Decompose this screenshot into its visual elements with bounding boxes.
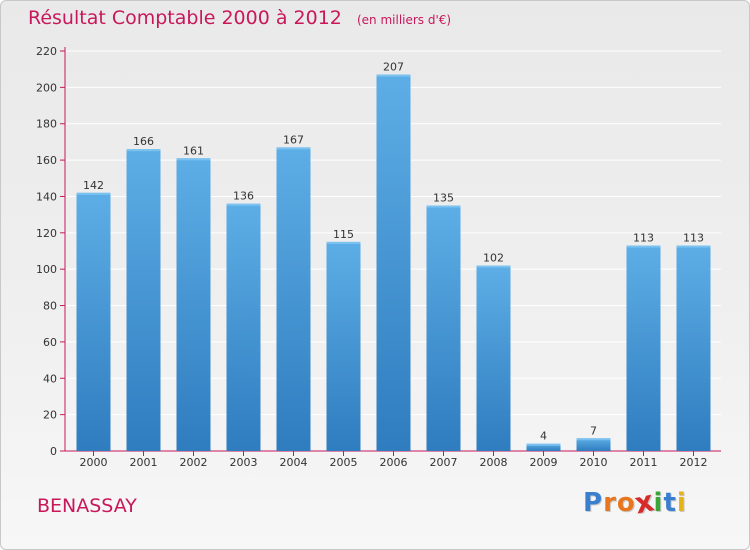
logo-letter: o (616, 488, 636, 518)
y-tick-label: 180 (36, 118, 57, 131)
logo-letter: r (603, 488, 617, 518)
bar-value-label: 115 (333, 228, 354, 241)
bar-highlight (176, 158, 211, 161)
logo-letter: P (583, 488, 604, 518)
y-tick-label: 120 (36, 227, 57, 240)
bar (626, 245, 661, 451)
bar-value-label: 4 (540, 430, 547, 443)
bar-value-label: 136 (233, 190, 254, 203)
bar-highlight (476, 265, 511, 268)
bar (176, 158, 211, 452)
bar-highlight (426, 205, 461, 208)
logo-letter: t (663, 488, 677, 518)
bar (426, 205, 461, 451)
x-tick-label: 2000 (80, 456, 108, 469)
bar (226, 203, 261, 451)
x-tick-label: 2007 (430, 456, 458, 469)
bar-highlight (676, 245, 711, 248)
x-tick-label: 2009 (530, 456, 558, 469)
y-tick-label: 100 (36, 263, 57, 276)
bar-value-label: 142 (83, 179, 104, 192)
y-tick-label: 220 (36, 45, 57, 58)
unit-label: (en milliers d'€) (356, 13, 452, 27)
x-tick-label: 2010 (580, 456, 608, 469)
bar-value-label: 102 (483, 252, 504, 265)
bar-highlight (376, 74, 411, 77)
bar-highlight (126, 149, 161, 152)
x-tick-label: 2005 (330, 456, 358, 469)
x-tick-label: 2002 (180, 456, 208, 469)
bar (476, 265, 511, 451)
bar (126, 149, 161, 451)
bar-highlight (576, 438, 611, 441)
x-tick-label: 2003 (230, 456, 258, 469)
bar (676, 245, 711, 451)
y-tick-label: 20 (43, 409, 57, 422)
bar (76, 192, 111, 451)
y-tick-label: 60 (43, 336, 57, 349)
x-tick-label: 2012 (680, 456, 708, 469)
x-tick-label: 2011 (630, 456, 658, 469)
bar-value-label: 113 (633, 232, 654, 245)
y-tick-label: 40 (43, 372, 57, 385)
x-tick-label: 2001 (130, 456, 158, 469)
bar-value-label: 135 (433, 192, 454, 205)
bar-highlight (276, 147, 311, 150)
bar-value-label: 161 (183, 144, 204, 157)
bar-highlight (526, 443, 561, 446)
bar (526, 443, 561, 451)
bar-value-label: 166 (133, 135, 154, 148)
bar-value-label: 113 (683, 232, 704, 245)
bar-highlight (226, 203, 261, 206)
proxiti-logo: Proxiti (583, 485, 687, 528)
bar (576, 438, 611, 451)
x-tick-label: 2006 (380, 456, 408, 469)
y-tick-label: 80 (43, 300, 57, 313)
bar-value-label: 7 (590, 424, 597, 437)
y-tick-label: 160 (36, 154, 57, 167)
bar (276, 147, 311, 451)
bar (376, 74, 411, 452)
bar-highlight (326, 241, 361, 244)
bar-highlight (626, 245, 661, 248)
bar-value-label: 167 (283, 133, 304, 146)
bar (326, 241, 361, 451)
commune-name: BENASSAY (37, 495, 137, 517)
bar-highlight (76, 192, 111, 195)
title-text: Résultat Comptable 2000 à 2012 (28, 7, 342, 29)
y-tick-label: 140 (36, 190, 57, 203)
x-tick-label: 2008 (480, 456, 508, 469)
y-tick-label: 200 (36, 81, 57, 94)
y-tick-label: 0 (50, 445, 57, 458)
logo-letter: i (653, 488, 664, 518)
bar-value-label: 207 (383, 61, 404, 74)
logo-letter: i (676, 488, 687, 518)
x-tick-label: 2004 (280, 456, 308, 469)
chart-title: Résultat Comptable 2000 à 2012 (en milli… (28, 7, 451, 29)
